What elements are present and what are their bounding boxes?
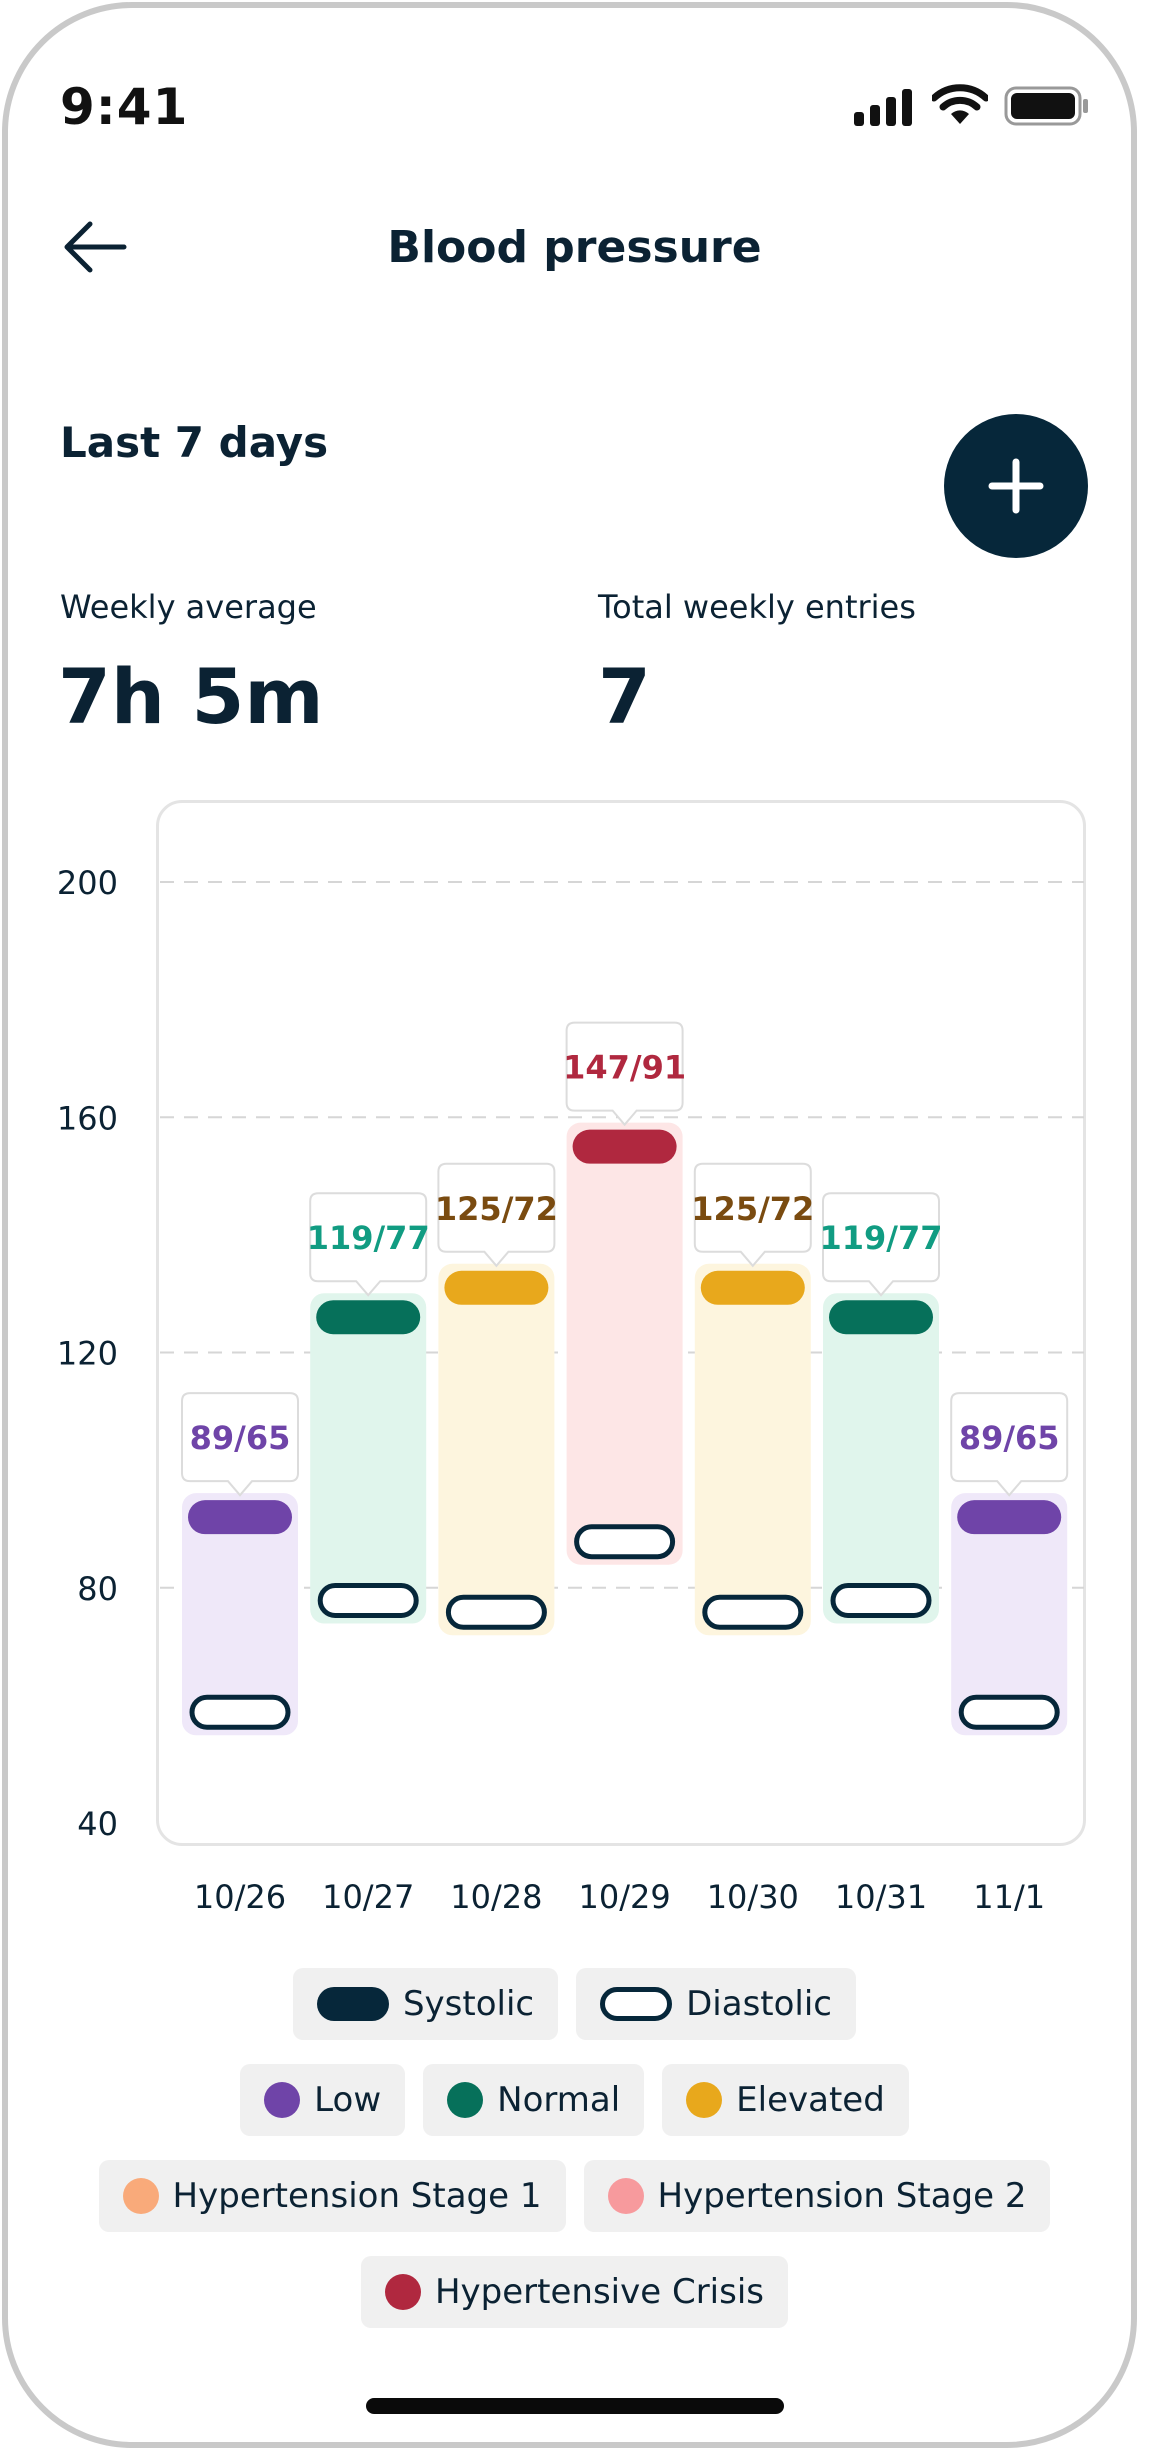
value-callout — [437, 1162, 556, 1268]
diastolic-marker — [958, 1694, 1060, 1730]
legend-elevated: Elevated — [662, 2064, 909, 2136]
diastolic-swatch — [600, 1987, 673, 2021]
value-callout — [309, 1192, 428, 1297]
range-bar — [694, 1263, 811, 1636]
x-tick-label: 10/28 — [450, 1878, 542, 1916]
legend-stage1: Hypertension Stage 1 — [98, 2160, 566, 2232]
value-callout — [822, 1192, 940, 1297]
add-entry-button[interactable] — [944, 414, 1088, 558]
legend-diastolic-label: Diastolic — [686, 1984, 833, 2024]
legend-stage2: Hypertension Stage 2 — [583, 2160, 1051, 2232]
diastolic-marker — [830, 1583, 932, 1619]
legend-elevated-label: Elevated — [736, 2080, 885, 2120]
wifi-icon — [930, 84, 990, 130]
x-tick-label: 10/29 — [578, 1878, 670, 1916]
normal-swatch — [447, 2082, 484, 2118]
stage1-swatch — [122, 2178, 159, 2214]
x-tick-label: 10/31 — [835, 1878, 927, 1916]
systolic-swatch — [316, 1987, 389, 2021]
weekly-average-label: Weekly average — [60, 588, 317, 626]
range-bar — [951, 1493, 1068, 1736]
y-tick-label: 200 — [57, 864, 118, 902]
legend-stage1-label: Hypertension Stage 1 — [172, 2176, 542, 2216]
crisis-swatch — [384, 2274, 421, 2310]
x-tick-label: 10/26 — [194, 1878, 286, 1916]
status-time: 9:41 — [60, 78, 189, 136]
legend-low: Low — [240, 2064, 406, 2136]
chart-container — [156, 800, 1086, 1846]
systolic-marker — [829, 1300, 933, 1335]
value-callout — [693, 1162, 812, 1268]
diastolic-marker — [189, 1694, 291, 1730]
systolic-marker — [444, 1270, 549, 1305]
value-label: 89/65 — [959, 1419, 1060, 1457]
systolic-marker — [316, 1300, 421, 1335]
signal-icon — [854, 88, 914, 132]
weekly-average-value: 7h 5m — [58, 652, 324, 741]
systolic-marker — [957, 1500, 1062, 1535]
y-tick-label: 80 — [77, 1570, 118, 1608]
diastolic-marker — [702, 1594, 804, 1630]
value-callout — [181, 1392, 299, 1497]
value-callout — [950, 1392, 1069, 1497]
legend-low-label: Low — [314, 2080, 382, 2120]
legend-stage2-label: Hypertension Stage 2 — [657, 2176, 1027, 2216]
value-label: 119/77 — [307, 1219, 430, 1257]
legend-row-1: Systolic Diastolic — [0, 1968, 1149, 2040]
blood-pressure-chart: 200 160 120 80 40 89/65 10/26 119/77 10/27 125/72… — [57, 864, 1084, 1916]
legend-crisis: Hypertensive Crisis — [360, 2256, 788, 2328]
y-tick-label: 120 — [57, 1335, 118, 1373]
diastolic-marker — [574, 1524, 676, 1560]
range-bar — [182, 1493, 298, 1736]
systolic-marker — [188, 1500, 292, 1535]
back-arrow-icon[interactable] — [62, 218, 128, 280]
home-indicator — [366, 2398, 784, 2414]
total-entries-value: 7 — [598, 652, 651, 741]
x-tick-label: 10/30 — [707, 1878, 799, 1916]
range-bar — [310, 1293, 427, 1624]
range-bar — [566, 1122, 683, 1565]
range-bar — [438, 1263, 555, 1636]
diastolic-marker — [445, 1594, 547, 1630]
x-tick-label: 10/27 — [322, 1878, 414, 1916]
total-entries-label: Total weekly entries — [598, 588, 916, 626]
legend-row-4: Hypertensive Crisis — [0, 2256, 1149, 2328]
y-tick-label: 40 — [77, 1805, 118, 1843]
battery-icon — [1004, 86, 1090, 130]
value-label: 89/65 — [190, 1419, 291, 1457]
value-label: 125/72 — [435, 1190, 558, 1228]
value-callout — [565, 1021, 684, 1127]
legend-systolic-label: Systolic — [402, 1984, 535, 2024]
value-label: 147/91 — [563, 1049, 686, 1087]
x-tick-label: 11/1 — [973, 1878, 1045, 1916]
elevated-swatch — [686, 2082, 723, 2118]
systolic-marker — [700, 1270, 805, 1305]
legend-normal: Normal — [423, 2064, 645, 2136]
value-label: 125/72 — [691, 1190, 814, 1228]
period-title: Last 7 days — [60, 418, 329, 467]
plus-icon — [988, 458, 1044, 514]
stage2-swatch — [607, 2178, 644, 2214]
value-label: 119/77 — [819, 1219, 942, 1257]
legend-row-2: Low Normal Elevated — [0, 2064, 1149, 2136]
legend-systolic: Systolic — [292, 1968, 559, 2040]
low-swatch — [264, 2082, 301, 2118]
range-bar — [823, 1293, 939, 1624]
legend-diastolic: Diastolic — [576, 1968, 857, 2040]
legend-normal-label: Normal — [497, 2080, 621, 2120]
legend-row-3: Hypertension Stage 1 Hypertension Stage … — [0, 2160, 1149, 2232]
y-tick-label: 160 — [57, 1099, 118, 1137]
systolic-marker — [572, 1129, 677, 1164]
legend-crisis-label: Hypertensive Crisis — [434, 2272, 764, 2312]
page-title: Blood pressure — [387, 222, 762, 273]
diastolic-marker — [317, 1583, 419, 1619]
